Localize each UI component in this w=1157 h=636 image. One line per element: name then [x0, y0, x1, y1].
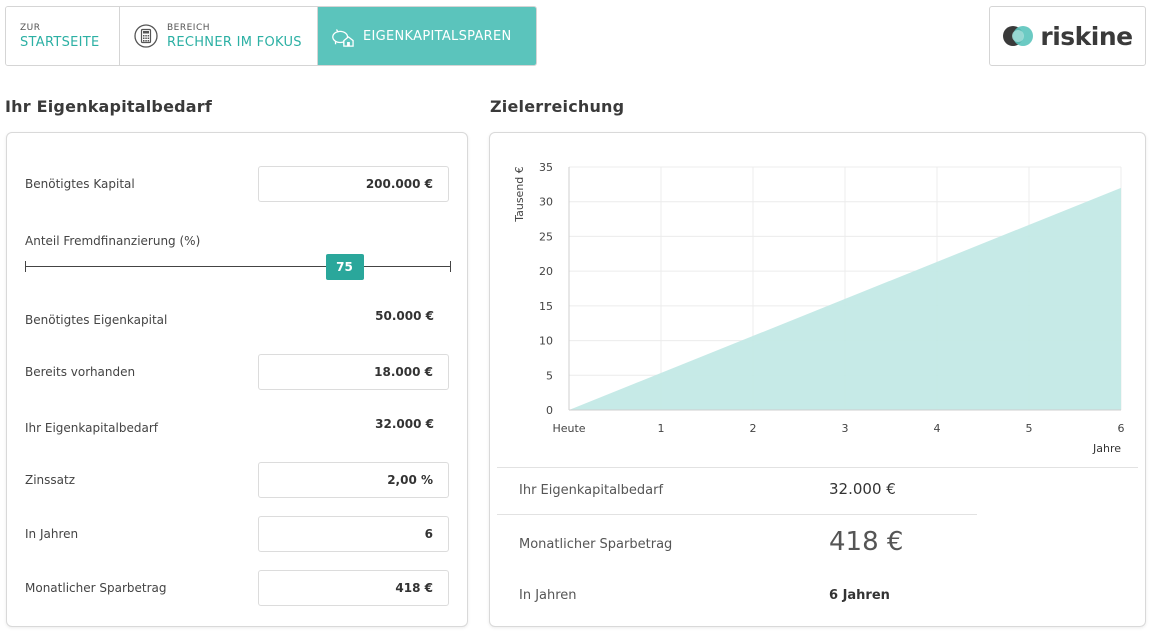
row-in-jahren: In Jahren 6	[25, 516, 449, 552]
benoetigtes-kapital-input[interactable]: 200.000 €	[258, 166, 449, 202]
chart-x-tick-label: Heute	[552, 422, 585, 435]
chart-y-tick-label: 10	[539, 335, 553, 348]
eigenkapital-form-panel: Benötigtes Kapital 200.000 € Anteil Frem…	[6, 132, 468, 627]
nav-rechner-small-label: BEREICH	[167, 22, 211, 33]
chart-axes: 0 5 10 15 20 25 30 35 Heute 1 2 3 4 5 6	[539, 161, 1125, 435]
chart-x-tick-label: 6	[1118, 422, 1125, 435]
result-jahre-value: 6 Jahren	[829, 588, 890, 603]
calculator-icon	[134, 24, 158, 48]
result-bedarf-label: Ihr Eigenkapitalbedarf	[519, 483, 664, 498]
bereits-vorhanden-input[interactable]: 18.000 €	[258, 354, 449, 390]
slider-track[interactable]	[25, 266, 451, 267]
in-jahren-input[interactable]: 6	[258, 516, 449, 552]
chart-area-layer	[569, 187, 1121, 410]
top-navigation: ZUR STARTSEITE BEREICH RECHNER IM FOKUS	[5, 6, 537, 66]
row-monatlicher-sparbetrag: Monatlicher Sparbetrag 418 €	[25, 570, 449, 606]
nav-home-link[interactable]: ZUR STARTSEITE	[6, 7, 120, 65]
nav-eigenkapitalsparen-label: EIGENKAPITALSPAREN	[363, 28, 512, 44]
chart-x-tick-label: 5	[1026, 422, 1033, 435]
benoetigtes-eigenkapital-label: Benötigtes Eigenkapital	[25, 313, 168, 327]
chart-x-tick-label: 1	[658, 422, 665, 435]
section-title-zielerreichung: Zielerreichung	[490, 97, 625, 116]
section-title-eigenkapitalbedarf: Ihr Eigenkapitalbedarf	[5, 97, 213, 116]
benoetigtes-eigenkapital-value: 50.000 €	[375, 309, 434, 323]
chart-x-tick-label: 3	[842, 422, 849, 435]
riskine-logo-circles-icon	[1003, 26, 1034, 46]
row-bereits-vorhanden: Bereits vorhanden 18.000 €	[25, 354, 449, 390]
eigenkapitalbedarf-label: Ihr Eigenkapitalbedarf	[25, 421, 158, 435]
chart-x-axis-label: Jahre	[1092, 442, 1121, 455]
row-benoetigtes-eigenkapital: Benötigtes Eigenkapital 50.000 €	[25, 302, 449, 338]
results-divider-top	[497, 467, 1138, 468]
chart-y-tick-label: 25	[539, 230, 553, 243]
result-sparbetrag-value: 418 €	[829, 527, 904, 557]
fremdfinanzierung-label: Anteil Fremdfinanzierung (%)	[25, 234, 201, 248]
chart-y-axis-label: Tausend €	[513, 166, 526, 223]
nav-rechner-label: RECHNER IM FOKUS	[167, 34, 302, 50]
monatlicher-sparbetrag-label: Monatlicher Sparbetrag	[25, 581, 167, 595]
zinssatz-label: Zinssatz	[25, 473, 76, 487]
row-benoetigtes-kapital: Benötigtes Kapital 200.000 €	[25, 166, 449, 202]
eigenkapitalbedarf-value: 32.000 €	[375, 417, 434, 431]
chart-y-tick-label: 0	[546, 404, 553, 417]
savings-area-chart: 0 5 10 15 20 25 30 35 Heute 1 2 3 4 5 6 Tausend € Jahr…	[513, 161, 1125, 455]
result-sparbetrag-label: Monatlicher Sparbetrag	[519, 537, 673, 552]
chart-y-tick-label: 15	[539, 300, 553, 313]
slider-handle[interactable]: 75	[325, 254, 364, 280]
chart-x-tick-label: 2	[750, 422, 757, 435]
benoetigtes-kapital-label: Benötigtes Kapital	[25, 177, 135, 191]
riskine-logo[interactable]: riskine	[989, 6, 1146, 66]
in-jahren-label: In Jahren	[25, 527, 79, 541]
zielerreichung-panel: 0 5 10 15 20 25 30 35 Heute 1 2 3 4 5 6 Tausend € Jahr…	[489, 132, 1146, 627]
bereits-vorhanden-label: Bereits vorhanden	[25, 365, 136, 379]
fremdfinanzierung-slider[interactable]: 75	[25, 254, 451, 280]
result-bedarf-value: 32.000 €	[829, 480, 896, 498]
chart-x-tick-label: 4	[934, 422, 941, 435]
slider-min-cap	[25, 261, 26, 272]
nav-eigenkapitalsparen-tab[interactable]: EIGENKAPITALSPAREN	[318, 7, 536, 65]
logo-wordmark: riskine	[1040, 21, 1133, 51]
chart-y-tick-label: 35	[539, 161, 553, 174]
piggy-bank-house-icon	[330, 24, 354, 48]
chart-y-tick-label: 30	[539, 196, 553, 209]
chart-y-tick-label: 20	[539, 265, 553, 278]
nav-home-label: STARTSEITE	[20, 34, 100, 50]
chart-y-tick-label: 5	[546, 369, 553, 382]
result-jahre-label: In Jahren	[519, 588, 577, 603]
zinssatz-input[interactable]: 2,00 %	[258, 462, 449, 498]
chart-area-series	[569, 187, 1121, 410]
nav-home-small-label: ZUR	[20, 22, 41, 33]
row-eigenkapitalbedarf: Ihr Eigenkapitalbedarf 32.000 €	[25, 410, 449, 446]
nav-rechner-link[interactable]: BEREICH RECHNER IM FOKUS	[120, 7, 318, 65]
slider-max-cap	[450, 261, 451, 272]
results-divider-middle	[497, 514, 977, 515]
monatlicher-sparbetrag-input[interactable]: 418 €	[258, 570, 449, 606]
row-zinssatz: Zinssatz 2,00 %	[25, 462, 449, 498]
